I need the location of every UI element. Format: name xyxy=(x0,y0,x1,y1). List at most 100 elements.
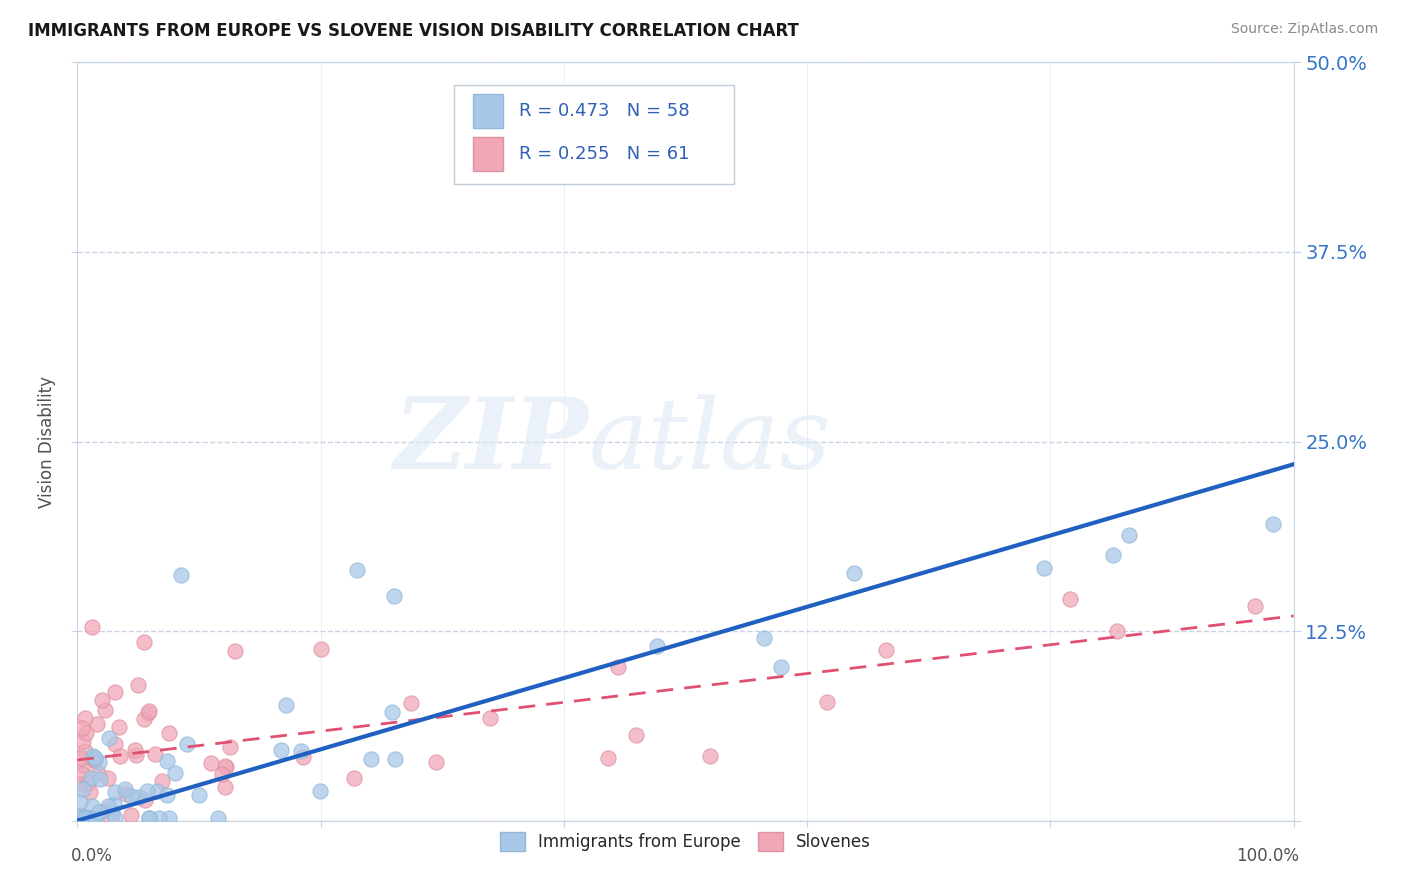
Point xyxy=(132,712,155,726)
Point xyxy=(90,692,112,706)
Point xyxy=(1032,561,1054,575)
Point xyxy=(120,807,142,822)
Point xyxy=(214,780,236,794)
Point xyxy=(134,792,156,806)
Point xyxy=(89,755,111,769)
Point xyxy=(83,811,105,825)
Point xyxy=(114,787,136,801)
Point xyxy=(97,731,120,745)
Point xyxy=(138,811,160,825)
Text: ZIP: ZIP xyxy=(394,393,588,490)
Point xyxy=(108,749,131,764)
Point xyxy=(69,811,91,825)
Point xyxy=(343,771,366,785)
Point xyxy=(86,765,108,780)
Point xyxy=(425,755,447,769)
Point xyxy=(875,642,897,657)
Point xyxy=(815,696,838,710)
Point xyxy=(309,783,332,797)
Text: IMMIGRANTS FROM EUROPE VS SLOVENE VISION DISABILITY CORRELATION CHART: IMMIGRANTS FROM EUROPE VS SLOVENE VISION… xyxy=(28,22,799,40)
Point xyxy=(224,644,246,658)
Text: R = 0.255   N = 61: R = 0.255 N = 61 xyxy=(519,145,689,163)
Point xyxy=(187,788,209,802)
Point xyxy=(292,750,315,764)
Point xyxy=(72,734,94,748)
Point xyxy=(75,726,97,740)
Point xyxy=(76,811,98,825)
Point xyxy=(82,799,104,814)
Point xyxy=(360,752,382,766)
Point xyxy=(80,619,103,633)
Point xyxy=(104,737,127,751)
Point xyxy=(104,685,127,699)
Point xyxy=(75,711,97,725)
Point xyxy=(146,784,169,798)
Point xyxy=(647,640,669,654)
Point xyxy=(82,749,104,764)
Point xyxy=(100,811,122,825)
Point xyxy=(211,767,233,781)
Point xyxy=(290,744,312,758)
Point xyxy=(207,811,229,825)
Point xyxy=(479,711,502,725)
Point xyxy=(82,752,104,766)
Point xyxy=(143,747,166,762)
Point xyxy=(97,771,120,785)
Point xyxy=(97,799,120,814)
Point xyxy=(101,805,124,820)
Point xyxy=(1101,549,1123,563)
Point xyxy=(135,784,157,798)
Point xyxy=(96,803,118,817)
Text: Source: ZipAtlas.com: Source: ZipAtlas.com xyxy=(1230,22,1378,37)
Legend: Immigrants from Europe, Slovenes: Immigrants from Europe, Slovenes xyxy=(494,826,877,858)
Point xyxy=(75,811,97,825)
Point xyxy=(607,659,630,673)
Point xyxy=(124,743,146,757)
Point xyxy=(120,789,142,803)
Point xyxy=(76,776,98,790)
Point xyxy=(69,777,91,791)
Point xyxy=(309,642,332,657)
Point xyxy=(200,756,222,771)
Point xyxy=(77,811,100,825)
Point xyxy=(72,782,94,797)
Point xyxy=(219,740,242,755)
Point xyxy=(399,696,422,710)
Point xyxy=(69,811,91,825)
Point xyxy=(752,631,775,645)
Point xyxy=(73,811,96,825)
Point xyxy=(598,751,620,765)
Point xyxy=(699,749,721,764)
Point xyxy=(70,767,93,781)
Point xyxy=(84,811,107,825)
Point xyxy=(157,811,180,825)
Point xyxy=(84,751,107,765)
Point xyxy=(842,566,865,581)
Point xyxy=(77,811,100,825)
Point xyxy=(1243,599,1265,614)
Point xyxy=(270,742,292,756)
Point xyxy=(79,785,101,799)
Text: R = 0.473   N = 58: R = 0.473 N = 58 xyxy=(519,102,689,120)
Point xyxy=(108,721,131,735)
Point xyxy=(624,728,647,742)
Point xyxy=(134,634,156,648)
Text: atlas: atlas xyxy=(588,394,831,489)
Point xyxy=(114,782,136,797)
Point xyxy=(384,751,406,765)
Point xyxy=(1263,517,1285,532)
Point xyxy=(170,568,193,582)
Point xyxy=(89,772,111,786)
FancyBboxPatch shape xyxy=(472,94,503,128)
Point xyxy=(769,659,792,673)
Point xyxy=(1059,591,1081,606)
Point xyxy=(89,805,111,819)
Point xyxy=(138,811,160,825)
Point xyxy=(148,811,170,825)
Text: 0.0%: 0.0% xyxy=(72,847,112,865)
Point xyxy=(93,703,115,717)
Point xyxy=(381,705,404,719)
Point xyxy=(104,811,127,825)
Point xyxy=(346,564,368,578)
FancyBboxPatch shape xyxy=(472,136,503,171)
